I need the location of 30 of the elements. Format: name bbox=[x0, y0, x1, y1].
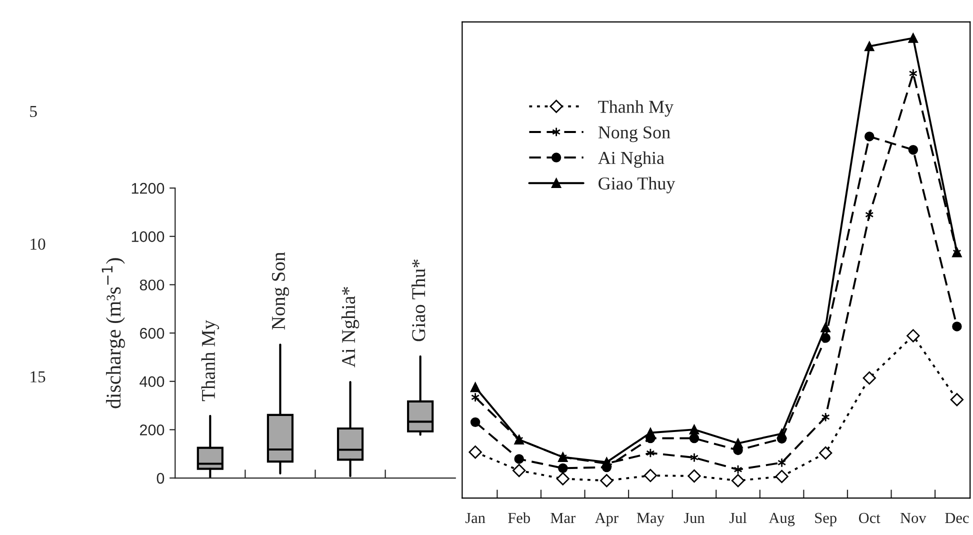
text: 5 bbox=[30, 106, 37, 118]
y-tick-label: 1000 bbox=[132, 231, 164, 242]
x-tick-label: Ai Nghia* bbox=[341, 286, 360, 368]
x-tick-label: Sep bbox=[815, 512, 836, 526]
x-tick-label: Feb bbox=[508, 512, 530, 524]
x-tick-label: Mar bbox=[550, 512, 576, 524]
legend-label: Thanh My bbox=[598, 100, 674, 117]
text: 15 bbox=[30, 371, 46, 382]
y-tick-label: 1200 bbox=[132, 182, 164, 194]
legend-label: Giao Thuy bbox=[598, 176, 676, 194]
x-tick-label: Nov bbox=[900, 512, 926, 524]
x-tick-label: Nong Son bbox=[272, 252, 290, 330]
x-tick-label: Aug bbox=[768, 512, 795, 526]
y-tick-label: 200 bbox=[140, 424, 164, 436]
y-axis-title: discharge (m³s$^{−1}$) bbox=[102, 258, 125, 408]
x-tick-label: Oct bbox=[858, 512, 880, 524]
y-tick-label: 0 bbox=[156, 472, 164, 484]
x-tick-label: Apr bbox=[594, 512, 618, 526]
y-tick-label: 600 bbox=[140, 328, 164, 339]
x-tick-label: Jun bbox=[684, 512, 705, 524]
x-tick-label: Jul bbox=[729, 512, 747, 524]
text: 10 bbox=[30, 238, 46, 250]
x-tick-label: Jan bbox=[465, 512, 486, 524]
x-tick-label: Dec bbox=[945, 512, 969, 524]
legend-label: Ai Nghia bbox=[598, 151, 664, 168]
x-tick-label: Giao Thu* bbox=[412, 260, 426, 342]
y-tick-label: 400 bbox=[140, 376, 164, 388]
y-tick-label: 800 bbox=[140, 280, 164, 290]
legend-label: Nong Son bbox=[598, 126, 670, 142]
x-tick-label: May bbox=[636, 512, 664, 526]
